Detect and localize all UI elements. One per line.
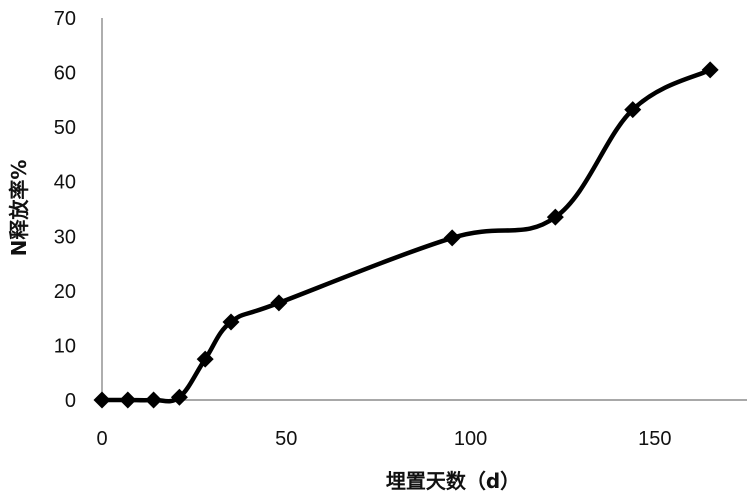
x-axis-title: 埋置天数（d） [386, 469, 520, 493]
y-tick-label: 0 [65, 390, 76, 412]
data-point-marker [196, 350, 214, 368]
y-tick-label: 50 [54, 117, 76, 139]
data-point-marker [222, 313, 240, 331]
data-point-marker [170, 388, 188, 406]
data-point-marker [546, 208, 564, 226]
data-point-marker [270, 294, 288, 312]
data-point-marker [701, 61, 719, 79]
y-tick-label: 10 [54, 335, 76, 357]
data-point-marker [119, 391, 137, 409]
y-tick-label: 60 [54, 63, 76, 85]
y-tick-label: 30 [54, 226, 76, 248]
y-axis-title: N释放率% [7, 160, 31, 257]
data-point-marker [93, 391, 111, 409]
y-tick-label: 70 [54, 8, 76, 30]
y-tick-label: 20 [54, 281, 76, 303]
axes-layer [101, 18, 747, 401]
x-tick-label: 50 [275, 428, 297, 450]
series-line [99, 67, 713, 404]
x-tick-label: 100 [454, 428, 487, 450]
x-tick-label: 0 [96, 428, 107, 450]
markers-layer [93, 61, 719, 409]
data-point-marker [145, 391, 163, 409]
y-tick-label: 40 [54, 172, 76, 194]
tick-labels-layer: 0 10 20 30 40 50 60 70 0 50 100 150 [54, 8, 672, 450]
data-point-marker [624, 101, 642, 119]
x-tick-label: 150 [638, 428, 671, 450]
data-point-marker [443, 229, 461, 247]
